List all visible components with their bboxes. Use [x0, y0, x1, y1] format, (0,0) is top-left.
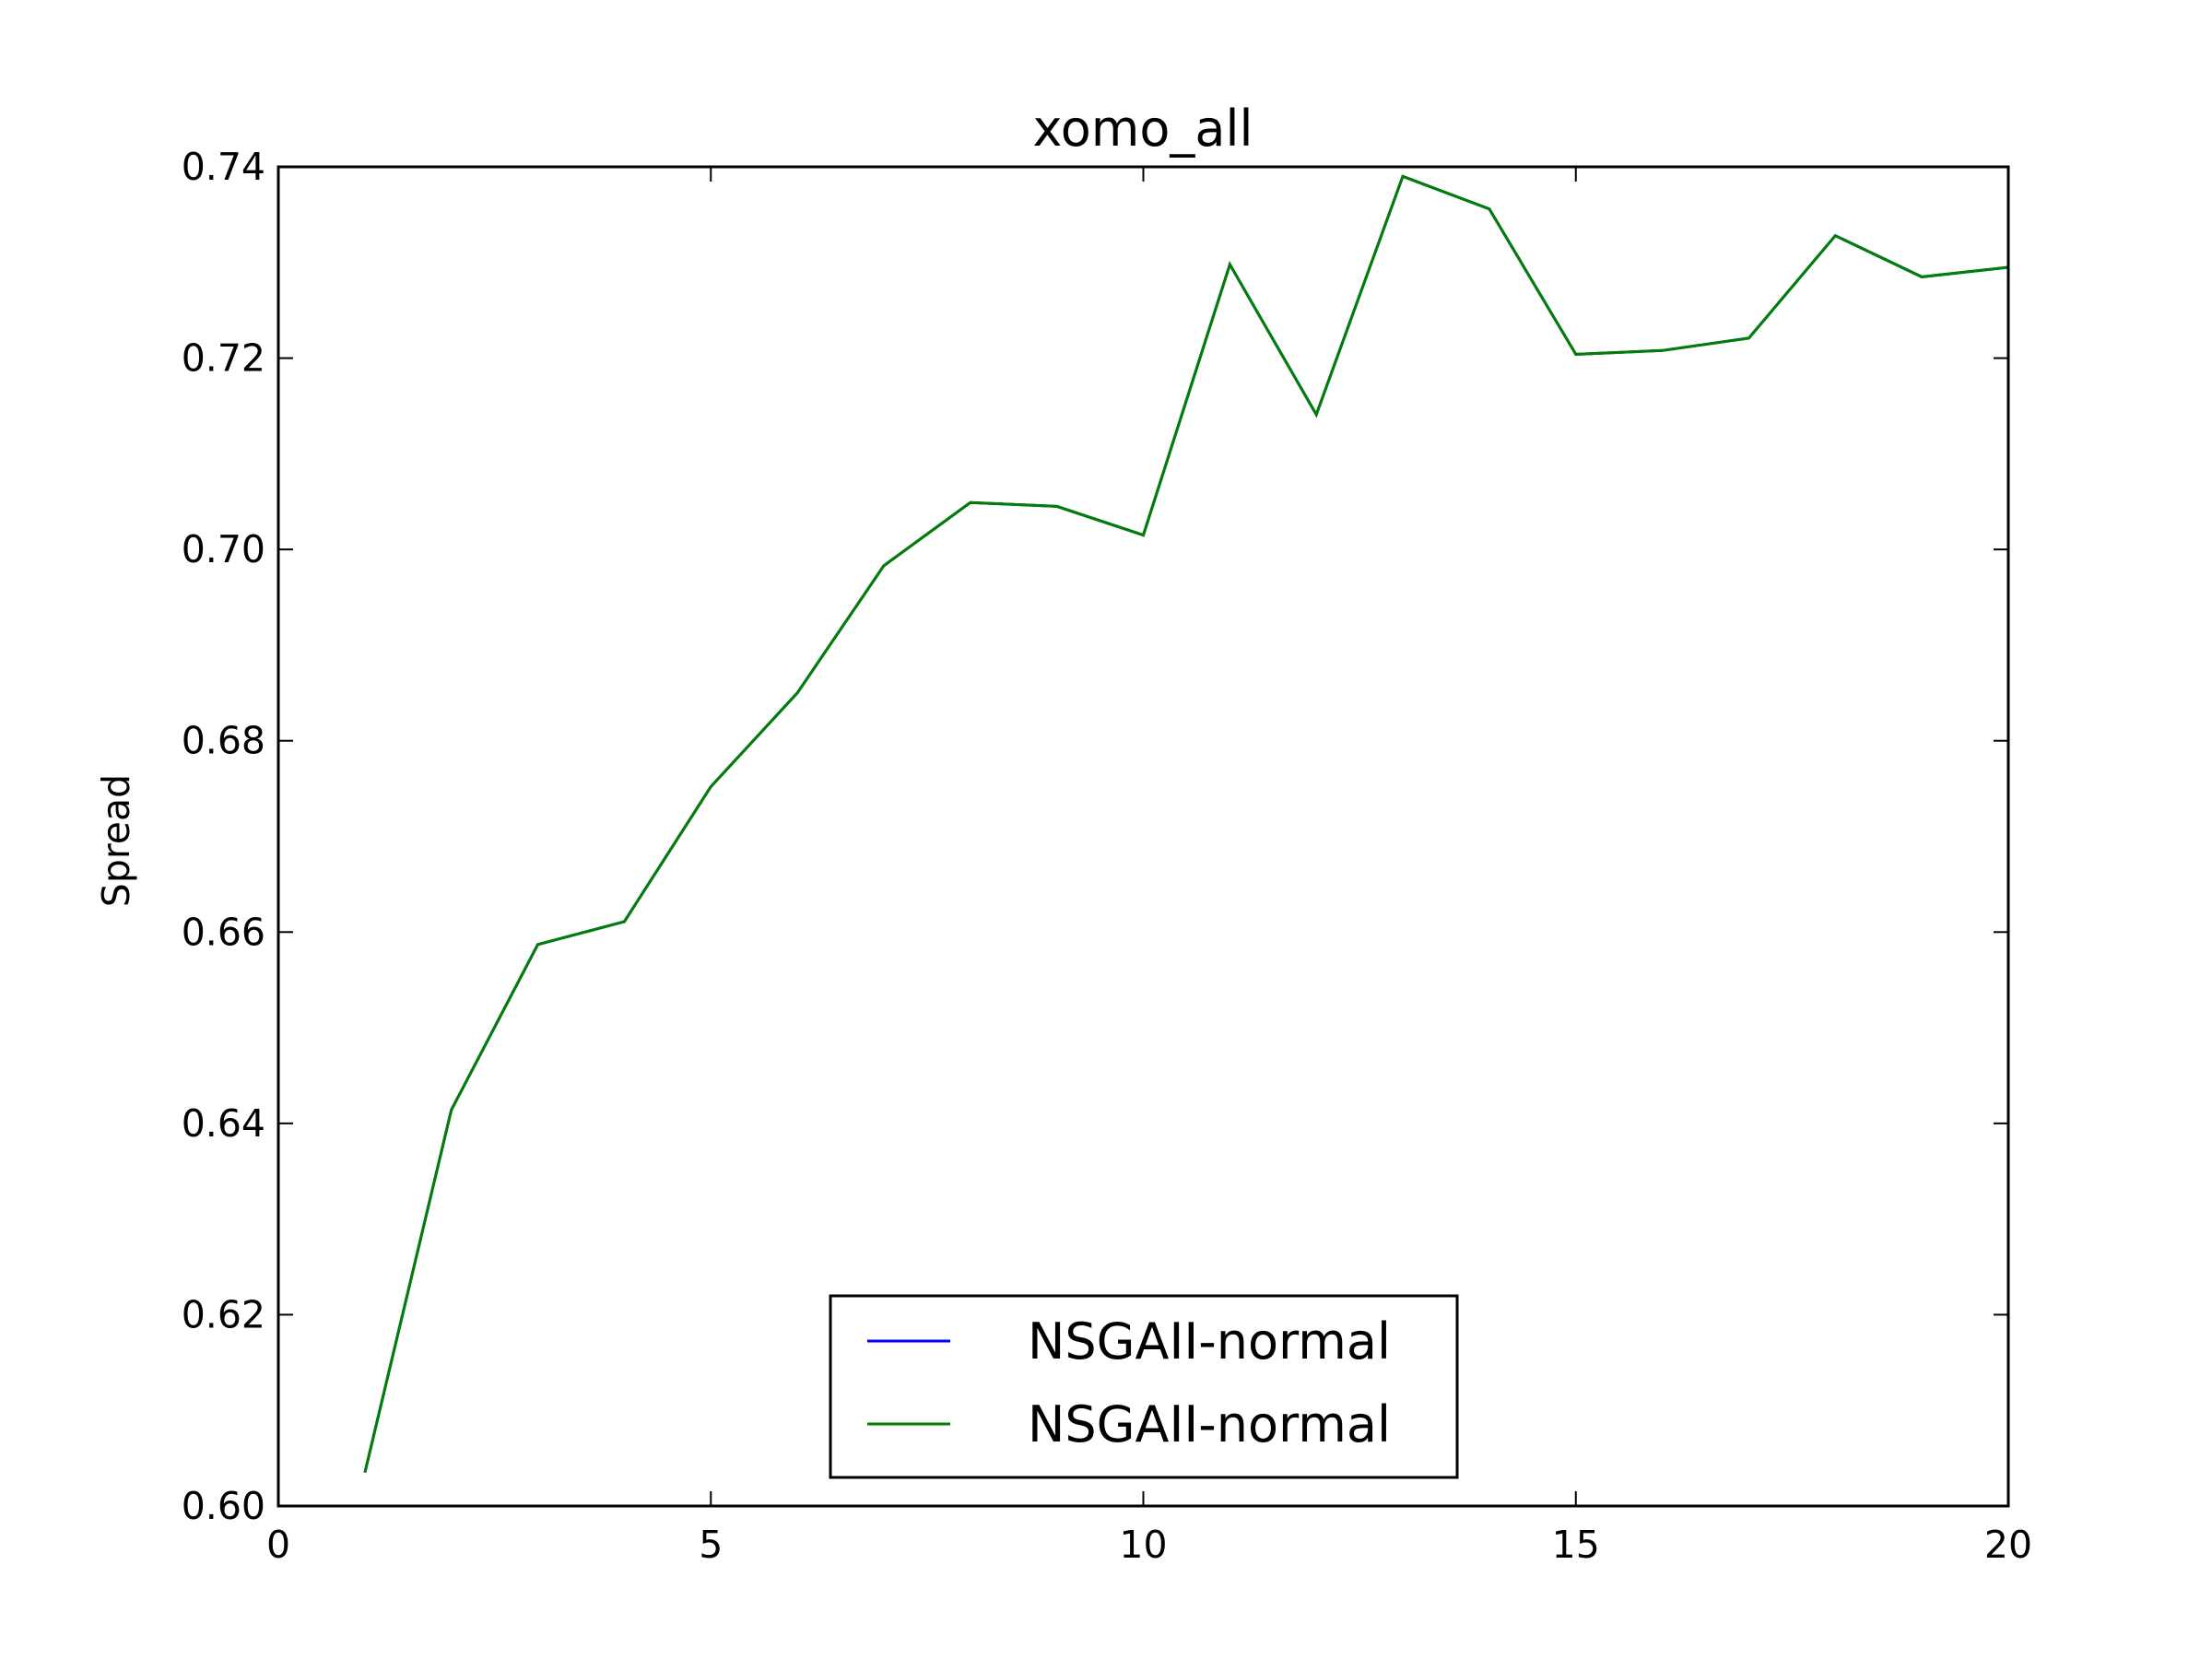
y-tick-label: 0.64 — [182, 1101, 265, 1146]
y-tick-label: 0.60 — [182, 1484, 265, 1528]
y-tick-label: 0.68 — [182, 719, 265, 763]
y-tick-label: 0.74 — [182, 145, 265, 189]
series-line-2 — [363, 174, 2009, 1474]
plot-area — [278, 167, 2008, 1506]
x-tick-label: 20 — [1984, 1523, 2032, 1567]
y-tick-label: 0.66 — [182, 910, 265, 954]
y-tick-label: 0.70 — [182, 527, 265, 571]
legend-box — [829, 1294, 1459, 1479]
ticks-layer: 0 5 10 15 20 0.60 0.62 0.64 0.66 0.68 0.70 0.72 0.74 — [182, 145, 2032, 1567]
chart-title: xomo_all — [1032, 100, 1253, 158]
x-tick-label: 0 — [266, 1523, 290, 1567]
x-tick-label: 5 — [699, 1523, 723, 1567]
x-tick-label: 15 — [1552, 1523, 1600, 1567]
y-tick-label: 0.62 — [182, 1292, 265, 1336]
x-tick-label: 10 — [1119, 1523, 1167, 1567]
legend-label-nsgaii-normal-1: NSGAII-normal — [1028, 1312, 1391, 1371]
series-layer — [363, 174, 2009, 1474]
y-axis-label: Spread — [94, 774, 138, 907]
y-tick-label: 0.72 — [182, 336, 265, 381]
legend-label-nsgaii-normal-2: NSGAII-normal — [1028, 1395, 1391, 1453]
legend: NSGAII-normal NSGAII-normal — [829, 1294, 1459, 1479]
